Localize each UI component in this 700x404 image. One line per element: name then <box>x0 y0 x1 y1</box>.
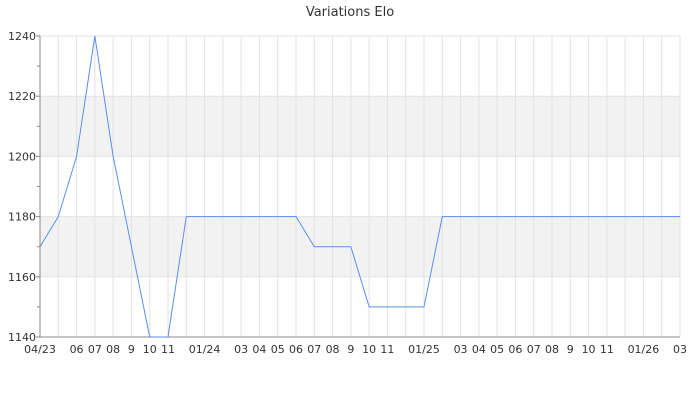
x-tick-label: 11 <box>380 343 394 356</box>
x-tick-label: 01/26 <box>628 343 660 356</box>
y-tick-label: 1180 <box>8 211 36 224</box>
grid-band <box>40 96 680 156</box>
x-tick-label: 9 <box>128 343 135 356</box>
x-tick-label: 08 <box>326 343 340 356</box>
x-tick-label: 10 <box>143 343 157 356</box>
x-tick-label: 03 <box>234 343 248 356</box>
x-tick-label: 10 <box>582 343 596 356</box>
x-tick-label: 11 <box>161 343 175 356</box>
y-tick-label: 1220 <box>8 90 36 103</box>
x-tick-label: 10 <box>362 343 376 356</box>
x-tick-label: 07 <box>88 343 102 356</box>
x-tick-label: 07 <box>527 343 541 356</box>
x-tick-label: 9 <box>347 343 354 356</box>
x-tick-label: 11 <box>600 343 614 356</box>
elo-series-line <box>40 36 680 337</box>
x-tick-label: 03 <box>673 343 687 356</box>
x-tick-label: 06 <box>289 343 303 356</box>
x-tick-label: 08 <box>545 343 559 356</box>
y-tick-label: 1200 <box>8 150 36 163</box>
x-tick-label: 04/23 <box>24 343 56 356</box>
x-tick-label: 05 <box>271 343 285 356</box>
x-tick-label: 06 <box>508 343 522 356</box>
x-tick-label: 08 <box>106 343 120 356</box>
x-tick-label: 07 <box>307 343 321 356</box>
x-tick-label: 9 <box>567 343 574 356</box>
x-tick-label: 01/24 <box>189 343 221 356</box>
x-tick-label: 06 <box>70 343 84 356</box>
chart-title: Variations Elo <box>306 5 394 20</box>
x-tick-label: 05 <box>490 343 504 356</box>
x-tick-label: 04 <box>472 343 486 356</box>
y-tick-label: 1240 <box>8 30 36 43</box>
y-tick-label: 1160 <box>8 271 36 284</box>
x-tick-label: 03 <box>454 343 468 356</box>
x-tick-label: 01/25 <box>408 343 440 356</box>
x-tick-label: 04 <box>252 343 266 356</box>
